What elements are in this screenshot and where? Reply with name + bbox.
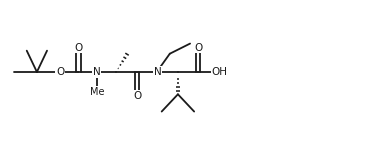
Text: O: O (56, 67, 64, 77)
Text: Me: Me (89, 87, 104, 97)
Text: O: O (194, 43, 202, 53)
Text: N: N (154, 67, 162, 77)
Text: O: O (133, 91, 141, 101)
Text: N: N (93, 67, 100, 77)
Text: OH: OH (212, 67, 227, 77)
Text: O: O (74, 43, 83, 53)
